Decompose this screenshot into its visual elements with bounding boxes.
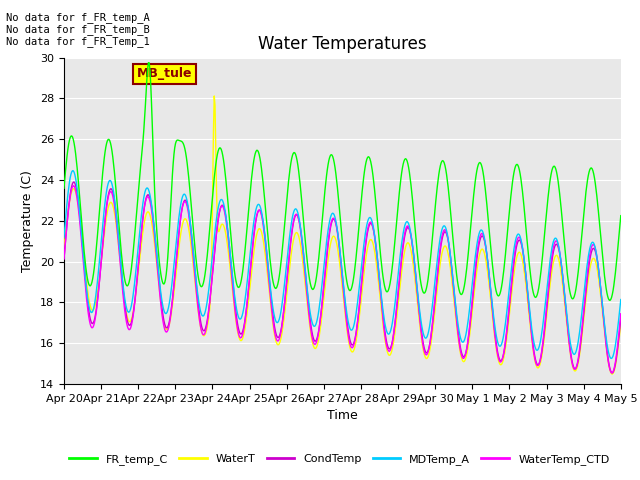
FR_temp_C (606, 298, 614, 303)
WaterTemp_CTD (428, 332, 435, 338)
WaterT (184, 222, 192, 228)
WaterTemp_CTD (214, 216, 222, 222)
WaterT (617, 321, 625, 326)
CondTemp (617, 316, 625, 322)
MDTemp_A (607, 356, 615, 361)
Title: Water Temperatures: Water Temperatures (258, 35, 427, 53)
Line: MDTemp_A: MDTemp_A (64, 171, 621, 359)
Line: WaterT: WaterT (64, 96, 621, 374)
Text: No data for f_FR_temp_B: No data for f_FR_temp_B (6, 24, 150, 35)
WaterT (411, 275, 419, 280)
CondTemp (214, 217, 222, 223)
CondTemp (428, 333, 435, 339)
CondTemp (60, 256, 68, 262)
FR_temp_C (214, 148, 222, 154)
Text: MB_tule: MB_tule (136, 67, 192, 80)
Line: FR_temp_C: FR_temp_C (64, 63, 621, 300)
X-axis label: Time: Time (327, 409, 358, 422)
MDTemp_A (128, 299, 136, 304)
MDTemp_A (68, 168, 76, 174)
Line: WaterTemp_CTD: WaterTemp_CTD (64, 186, 621, 373)
CondTemp (609, 370, 616, 376)
FR_temp_C (411, 222, 419, 228)
WaterTemp_CTD (607, 370, 615, 376)
CondTemp (70, 179, 78, 185)
MDTemp_A (214, 205, 222, 211)
Y-axis label: Temperature (C): Temperature (C) (22, 170, 35, 272)
WaterTemp_CTD (60, 256, 68, 262)
MDTemp_A (185, 207, 193, 213)
CondTemp (411, 263, 419, 268)
MDTemp_A (71, 172, 79, 178)
WaterT (428, 340, 435, 346)
FR_temp_C (127, 265, 135, 271)
WaterT (70, 186, 78, 192)
FR_temp_C (617, 213, 625, 218)
WaterTemp_CTD (185, 212, 193, 217)
WaterT (60, 244, 68, 250)
WaterTemp_CTD (411, 265, 419, 271)
WaterT (211, 93, 218, 99)
MDTemp_A (428, 313, 435, 319)
Text: No data for f_FR_Temp_1: No data for f_FR_Temp_1 (6, 36, 150, 47)
CondTemp (71, 180, 79, 186)
Line: CondTemp: CondTemp (64, 182, 621, 373)
WaterT (609, 371, 616, 377)
FR_temp_C (428, 250, 435, 255)
WaterT (127, 316, 135, 322)
WaterTemp_CTD (617, 311, 625, 317)
MDTemp_A (60, 235, 68, 240)
WaterTemp_CTD (70, 183, 77, 189)
FR_temp_C (70, 140, 78, 146)
FR_temp_C (185, 174, 193, 180)
WaterT (214, 228, 222, 234)
FR_temp_C (145, 60, 152, 66)
WaterTemp_CTD (128, 319, 136, 325)
MDTemp_A (411, 262, 419, 268)
MDTemp_A (617, 297, 625, 302)
CondTemp (128, 316, 136, 322)
FR_temp_C (60, 185, 68, 191)
CondTemp (185, 208, 193, 214)
Text: No data for f_FR_temp_A: No data for f_FR_temp_A (6, 12, 150, 23)
WaterTemp_CTD (71, 185, 79, 191)
Legend: FR_temp_C, WaterT, CondTemp, MDTemp_A, WaterTemp_CTD: FR_temp_C, WaterT, CondTemp, MDTemp_A, W… (65, 450, 614, 469)
